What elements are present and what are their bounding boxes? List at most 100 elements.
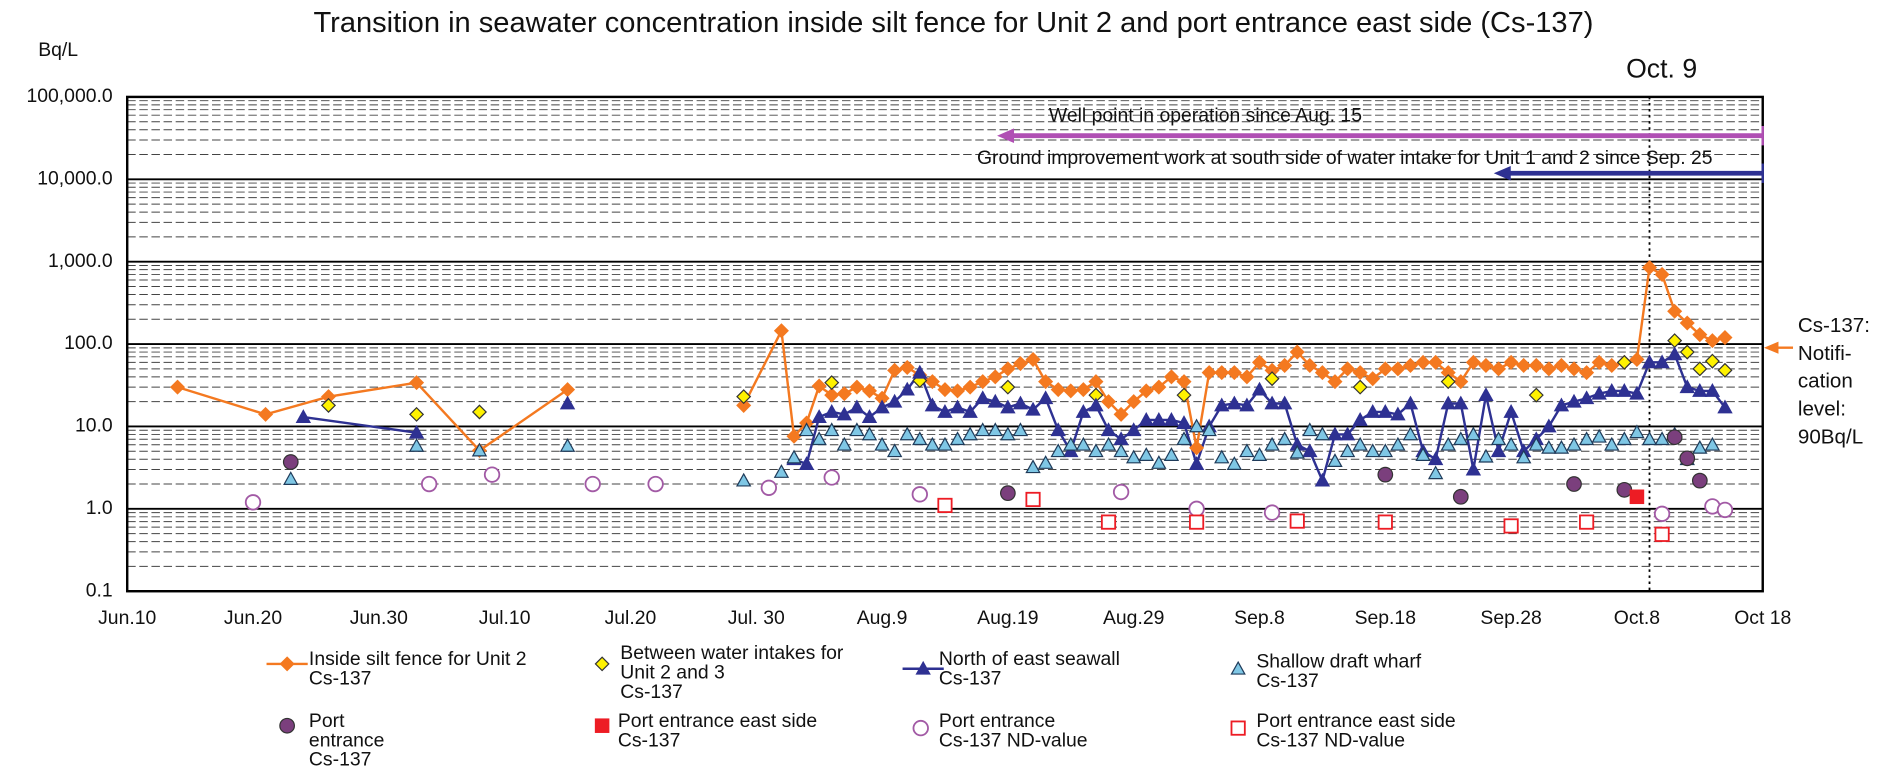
data-point [1440, 395, 1456, 410]
data-point [1302, 422, 1318, 437]
x-tick-label: Sep.18 [1355, 607, 1416, 629]
series-line [303, 415, 417, 434]
data-point [1390, 406, 1406, 421]
data-point [1100, 422, 1117, 437]
data-point [849, 422, 865, 437]
data-point [786, 428, 802, 444]
y-tick-label: 0.1 [86, 579, 113, 601]
data-point [1653, 505, 1671, 522]
data-point [1692, 439, 1708, 454]
data-point [1528, 357, 1544, 373]
data-point [1692, 327, 1708, 343]
series-line [177, 381, 569, 453]
data-point [420, 475, 438, 493]
x-tick-label: Jul.20 [605, 607, 657, 629]
data-point [1000, 399, 1016, 414]
data-point [912, 364, 928, 379]
annotation-arrow-head [1493, 165, 1511, 181]
data-point [886, 443, 903, 458]
data-point [1579, 514, 1595, 530]
data-point [1679, 315, 1695, 331]
data-point [1629, 489, 1645, 505]
data-point [1352, 365, 1368, 381]
data-point [1226, 395, 1243, 410]
data-point [1314, 365, 1330, 381]
legend-symbol [1230, 720, 1246, 736]
data-point [1654, 354, 1670, 369]
data-point [937, 404, 953, 418]
data-point [735, 472, 752, 487]
data-point [1503, 354, 1519, 370]
data-point [824, 422, 840, 437]
plot-frame [125, 95, 1764, 593]
data-point [1189, 440, 1205, 456]
data-point [1402, 395, 1419, 410]
data-point [1088, 443, 1104, 458]
data-point [823, 469, 840, 486]
data-point [975, 422, 991, 437]
data-point [1163, 412, 1180, 426]
data-point [320, 397, 337, 413]
data-point [1100, 514, 1117, 530]
legend-label: Port entrance Cs-137 ND-value [938, 711, 1088, 752]
data-point [1214, 365, 1230, 381]
data-point [1415, 447, 1431, 461]
data-point [1516, 357, 1532, 373]
data-point [886, 393, 903, 408]
data-point [1465, 354, 1481, 370]
data-point [1578, 390, 1595, 405]
data-point [1654, 431, 1670, 446]
legend-symbol [915, 660, 931, 675]
legend-label: Port entrance Cs-137 [308, 711, 385, 770]
data-point [1012, 356, 1028, 372]
x-tick-label: Jun.10 [98, 607, 156, 629]
data-point [1264, 436, 1280, 451]
data-point [1113, 406, 1129, 422]
data-point [1038, 374, 1054, 390]
data-point [1327, 426, 1343, 441]
data-point [1365, 443, 1381, 458]
data-point [1666, 346, 1683, 361]
data-point [1138, 383, 1154, 399]
annotation: Ground improvement work at south side of… [977, 147, 1713, 169]
data-point [912, 431, 928, 446]
data-point [1440, 374, 1456, 390]
legend-marker [1230, 660, 1246, 675]
data-point [1352, 412, 1368, 426]
data-point [1050, 382, 1066, 398]
data-point [1503, 404, 1519, 418]
legend-label: North of east seawall Cs-137 [938, 649, 1120, 690]
data-point [1037, 390, 1054, 405]
data-point [1478, 448, 1494, 463]
data-point [1176, 431, 1192, 446]
data-point [1629, 351, 1645, 367]
data-point [1125, 449, 1142, 464]
data-point [1440, 436, 1456, 451]
data-point [1629, 385, 1645, 400]
data-point [1528, 387, 1544, 403]
data-point [1025, 491, 1041, 508]
data-point [1239, 369, 1255, 385]
y-tick-label: 10,000.0 [37, 167, 113, 189]
data-point [1125, 422, 1142, 437]
data-point [1478, 357, 1494, 373]
data-point [1490, 431, 1507, 446]
data-point [937, 436, 953, 451]
data-point [1302, 357, 1318, 373]
data-point [170, 379, 186, 395]
data-point [811, 378, 827, 394]
data-point [1126, 394, 1142, 410]
data-point [1390, 436, 1406, 451]
data-point [1717, 330, 1733, 346]
data-point [1667, 333, 1683, 349]
data-point [584, 475, 601, 493]
legend-marker [1230, 720, 1246, 736]
data-point [924, 436, 941, 451]
y-tick-label: 100,000.0 [26, 85, 112, 107]
data-point [1566, 361, 1582, 377]
legend-marker [279, 717, 296, 734]
data-point [1000, 379, 1016, 395]
data-point [1201, 422, 1217, 437]
data-point [887, 362, 903, 378]
data-point [1452, 488, 1469, 505]
